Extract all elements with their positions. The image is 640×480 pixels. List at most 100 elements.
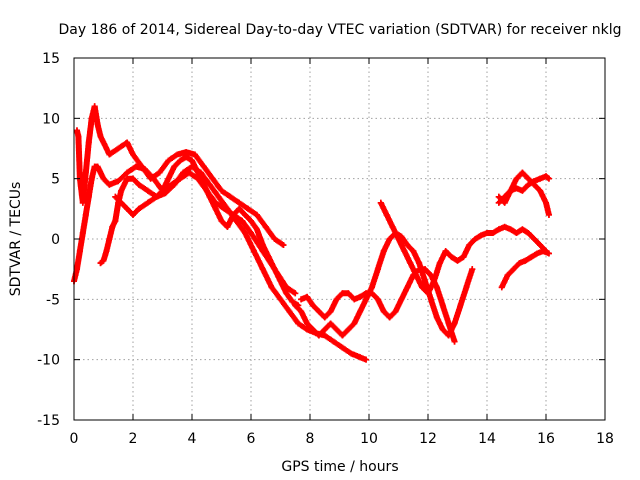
data-point bbox=[304, 293, 311, 300]
data-point bbox=[513, 185, 520, 192]
data-point bbox=[351, 320, 358, 327]
data-point bbox=[436, 260, 443, 267]
data-point bbox=[115, 178, 122, 185]
data-point bbox=[100, 257, 107, 264]
data-point bbox=[88, 175, 95, 182]
data-point bbox=[466, 242, 473, 249]
data-point bbox=[94, 163, 101, 170]
data-point bbox=[501, 193, 508, 200]
data-point bbox=[304, 320, 311, 327]
data-point bbox=[109, 223, 116, 230]
data-point bbox=[248, 217, 254, 224]
data-point bbox=[377, 199, 384, 206]
data-point bbox=[118, 187, 125, 194]
data-point bbox=[534, 250, 541, 257]
data-point bbox=[439, 326, 446, 333]
y-tick-label: 15 bbox=[42, 51, 60, 67]
data-point bbox=[357, 354, 364, 361]
data-point bbox=[484, 229, 490, 236]
data-point bbox=[531, 178, 538, 185]
data-point bbox=[209, 175, 216, 182]
data-point bbox=[315, 308, 322, 315]
data-point bbox=[171, 163, 178, 170]
data-point bbox=[292, 302, 299, 309]
data-point bbox=[79, 229, 86, 236]
data-point bbox=[277, 296, 284, 303]
data-point bbox=[304, 326, 311, 333]
grid-lines bbox=[74, 58, 605, 420]
data-point bbox=[165, 157, 172, 164]
data-point bbox=[513, 229, 520, 236]
data-point bbox=[79, 199, 86, 206]
x-tick-label: 8 bbox=[306, 431, 315, 447]
data-point bbox=[277, 278, 284, 285]
data-point bbox=[321, 314, 328, 321]
data-point bbox=[363, 296, 370, 303]
data-point bbox=[73, 127, 80, 134]
data-point bbox=[416, 266, 423, 273]
data-point bbox=[448, 254, 455, 261]
data-point bbox=[507, 187, 514, 194]
series-9 bbox=[495, 173, 552, 206]
data-point bbox=[545, 250, 552, 257]
data-point bbox=[265, 254, 272, 261]
data-point bbox=[454, 257, 461, 264]
data-point bbox=[386, 314, 393, 321]
data-point bbox=[392, 308, 399, 315]
data-point bbox=[339, 290, 346, 297]
data-point bbox=[75, 133, 82, 140]
data-point bbox=[327, 320, 334, 327]
data-point bbox=[507, 226, 514, 233]
data-point bbox=[407, 260, 414, 267]
data-point bbox=[298, 308, 305, 315]
data-point bbox=[348, 350, 355, 357]
data-point bbox=[519, 169, 526, 176]
data-point bbox=[339, 344, 346, 351]
data-point bbox=[522, 257, 529, 264]
data-point bbox=[345, 326, 352, 333]
data-point bbox=[525, 175, 532, 182]
data-point bbox=[177, 157, 184, 164]
data-point bbox=[298, 296, 305, 303]
data-point bbox=[230, 211, 237, 218]
data-point bbox=[165, 175, 172, 182]
data-point bbox=[124, 169, 131, 176]
data-point bbox=[135, 181, 142, 188]
data-point bbox=[422, 278, 429, 285]
data-point bbox=[215, 193, 222, 200]
data-point bbox=[224, 205, 231, 212]
data-point bbox=[327, 308, 334, 315]
x-tick-label: 4 bbox=[188, 431, 197, 447]
data-point bbox=[363, 356, 370, 363]
data-point bbox=[469, 266, 476, 273]
data-point bbox=[239, 217, 246, 224]
data-point bbox=[132, 163, 139, 170]
data-point bbox=[357, 308, 364, 315]
data-point bbox=[427, 296, 434, 303]
data-point bbox=[309, 326, 316, 333]
data-point bbox=[85, 139, 92, 146]
data-point bbox=[135, 205, 142, 212]
data-point bbox=[309, 302, 316, 309]
data-point bbox=[383, 211, 390, 218]
data-point bbox=[100, 139, 107, 146]
data-point bbox=[439, 302, 446, 309]
data-point bbox=[144, 199, 151, 206]
data-point bbox=[112, 193, 119, 200]
data-point bbox=[368, 290, 375, 297]
data-point bbox=[283, 290, 290, 297]
data-point bbox=[286, 308, 293, 315]
x-tick-label: 14 bbox=[478, 431, 496, 447]
y-tick-label: -10 bbox=[37, 353, 60, 369]
data-point bbox=[495, 199, 502, 206]
data-point bbox=[537, 242, 544, 249]
data-point bbox=[345, 290, 352, 297]
series-7 bbox=[377, 199, 549, 297]
data-point bbox=[419, 284, 426, 291]
data-point bbox=[103, 248, 110, 255]
data-point bbox=[130, 175, 136, 182]
data-point bbox=[330, 338, 337, 345]
data-point bbox=[451, 320, 458, 327]
y-tick-label: 10 bbox=[42, 111, 60, 127]
